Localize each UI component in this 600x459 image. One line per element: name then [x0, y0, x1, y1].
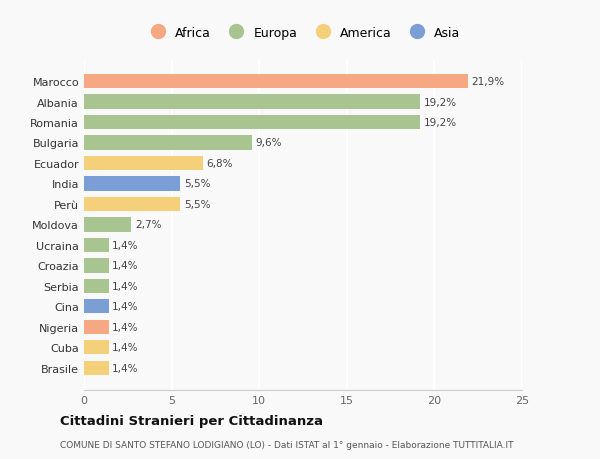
Text: 5,5%: 5,5%	[184, 200, 211, 209]
Text: Cittadini Stranieri per Cittadinanza: Cittadini Stranieri per Cittadinanza	[60, 414, 323, 428]
Bar	[84, 136, 252, 150]
Bar	[84, 361, 109, 375]
Bar	[84, 238, 109, 252]
Text: 1,4%: 1,4%	[112, 363, 139, 373]
Bar	[84, 300, 109, 314]
Text: 6,8%: 6,8%	[206, 159, 233, 168]
Bar	[84, 279, 109, 293]
Bar	[84, 177, 181, 191]
Bar	[84, 157, 203, 171]
Text: 19,2%: 19,2%	[424, 97, 457, 107]
Bar	[84, 75, 467, 89]
Bar	[84, 116, 421, 130]
Bar	[84, 218, 131, 232]
Text: 1,4%: 1,4%	[112, 342, 139, 353]
Text: 1,4%: 1,4%	[112, 241, 139, 250]
Text: 9,6%: 9,6%	[256, 138, 282, 148]
Text: 5,5%: 5,5%	[184, 179, 211, 189]
Text: COMUNE DI SANTO STEFANO LODIGIANO (LO) - Dati ISTAT al 1° gennaio - Elaborazione: COMUNE DI SANTO STEFANO LODIGIANO (LO) -…	[60, 441, 514, 449]
Text: 1,4%: 1,4%	[112, 322, 139, 332]
Bar	[84, 258, 109, 273]
Bar	[84, 320, 109, 334]
Legend: Africa, Europa, America, Asia: Africa, Europa, America, Asia	[142, 23, 464, 44]
Text: 19,2%: 19,2%	[424, 118, 457, 128]
Text: 21,9%: 21,9%	[471, 77, 505, 87]
Bar	[84, 95, 421, 109]
Bar	[84, 341, 109, 355]
Text: 1,4%: 1,4%	[112, 281, 139, 291]
Text: 1,4%: 1,4%	[112, 261, 139, 271]
Text: 2,7%: 2,7%	[135, 220, 161, 230]
Bar	[84, 197, 181, 212]
Text: 1,4%: 1,4%	[112, 302, 139, 312]
